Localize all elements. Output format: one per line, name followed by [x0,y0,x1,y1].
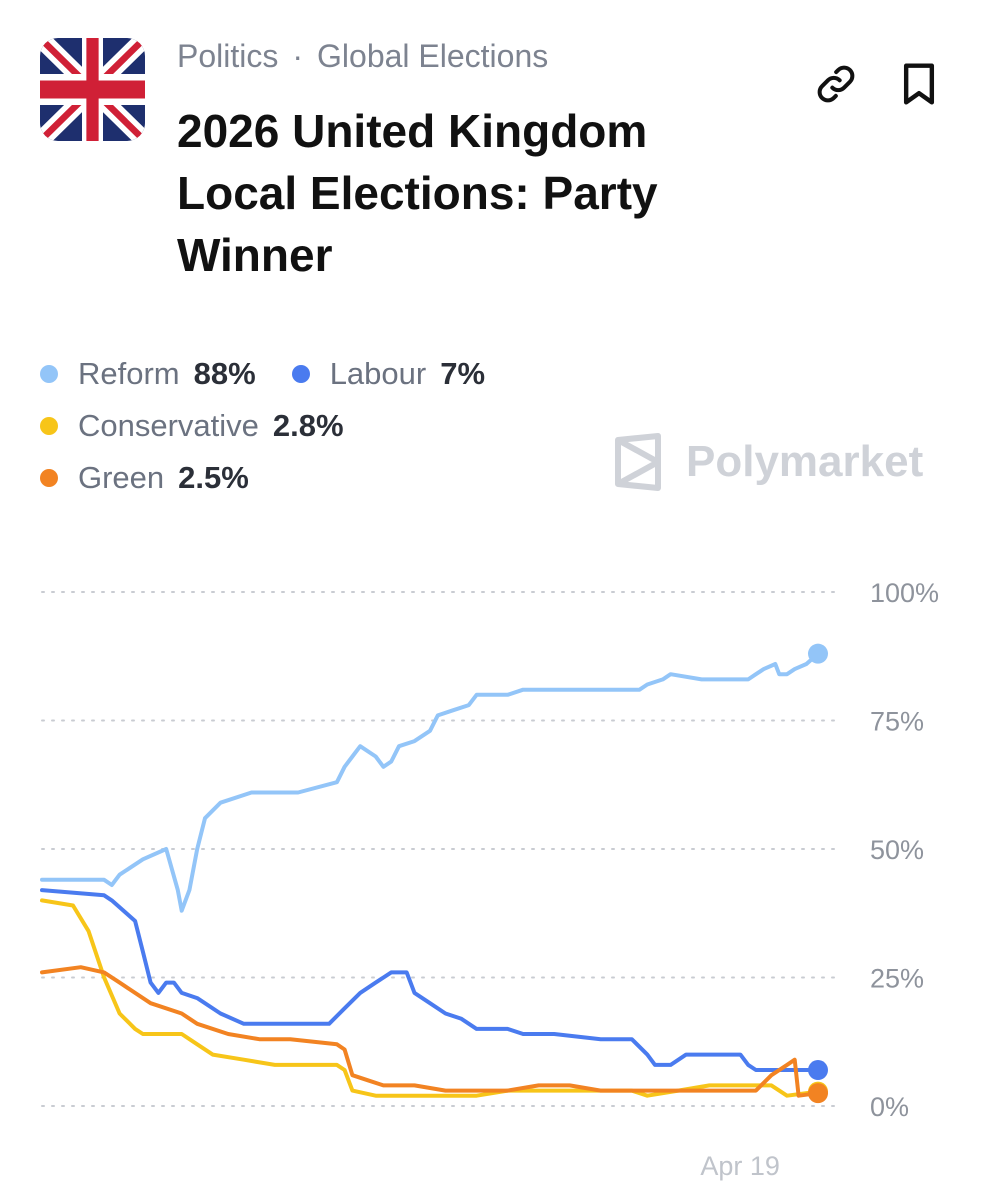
uk-flag-icon [40,38,145,141]
breadcrumb-separator: · [292,38,304,74]
y-tick-label-0: 0% [870,1092,909,1122]
series-line-green [40,965,820,1098]
breadcrumb-global-elections[interactable]: Global Elections [317,38,549,74]
series-line-labour [40,888,820,1072]
legend-name: Reform [78,356,180,391]
x-tick-label: Apr 19 [700,1151,780,1181]
breadcrumb: Politics · Global Elections [177,38,548,75]
legend-value: 2.8% [272,408,344,443]
legend-dot-conservative [40,417,58,435]
end-point-green [808,1083,828,1104]
y-tick-label-25: 25% [870,964,924,994]
legend-value: 88% [193,356,256,391]
bookmark-button[interactable] [895,60,943,108]
polymarket-logo-icon [615,433,661,491]
legend-item-reform: Reform 88% [40,356,256,392]
legend-item-green: Green 2.5% [40,460,249,496]
legend-item-labour: Labour 7% [291,356,486,392]
end-point-reform [808,643,828,664]
y-tick-label-50: 50% [870,835,924,865]
series-line-reform [40,651,820,913]
series-line-conservative [40,898,820,1098]
legend-name: Conservative [78,408,259,443]
watermark-text: Polymarket [686,437,924,486]
legend-dot-reform [40,365,58,383]
polymarket-watermark: Polymarket [612,432,923,492]
legend-item-conservative: Conservative 2.8% [40,408,344,444]
page-title: 2026 United Kingdom Local Elections: Par… [177,105,658,281]
end-point-labour [808,1060,828,1081]
legend-value: 2.5% [178,460,249,495]
legend-value: 7% [440,356,486,391]
link-icon [817,65,855,103]
legend-name: Green [78,460,165,495]
chart-legend: Reform 88% Labour 7% Conservative 2.8% G… [40,348,521,504]
breadcrumb-politics[interactable]: Politics [177,38,279,74]
copy-link-button[interactable] [812,60,860,108]
legend-dot-green [40,469,58,487]
bookmark-icon [903,63,935,105]
y-tick-label-75: 75% [870,707,924,737]
y-tick-label-100: 100% [870,578,939,608]
legend-dot-labour [291,365,310,383]
legend-name: Labour [329,356,427,391]
